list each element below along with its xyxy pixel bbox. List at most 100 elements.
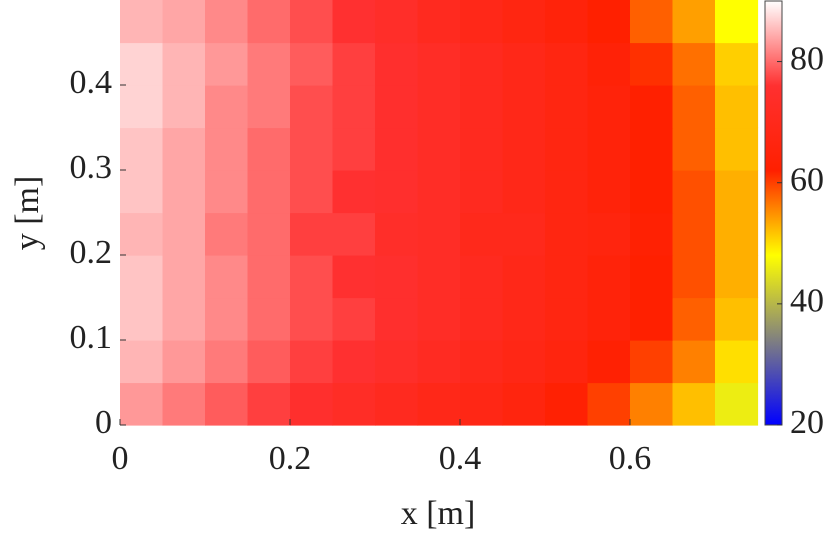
heatmap-cell — [630, 0, 674, 44]
heatmap-cell — [715, 212, 759, 256]
heatmap-cell — [502, 382, 546, 426]
heatmap-cell — [630, 42, 674, 86]
heatmap-cell — [417, 0, 461, 44]
heatmap-cell — [162, 382, 206, 426]
heatmap-cell — [630, 255, 674, 299]
heatmap-cell — [460, 0, 504, 44]
heatmap-cell — [120, 382, 164, 426]
heatmap-cell — [587, 42, 631, 86]
heatmap-cell — [672, 382, 716, 426]
heatmap-cell — [672, 297, 716, 341]
heatmap-cell — [332, 297, 376, 341]
heatmap-cell — [290, 340, 334, 384]
y-tick-label: 0.2 — [70, 234, 113, 271]
x-axis-label: x [m] — [401, 495, 476, 532]
heatmap-cell — [460, 212, 504, 256]
heatmap-cell — [205, 0, 249, 44]
heatmap-cell — [290, 212, 334, 256]
y-tick-label: 0.4 — [70, 64, 113, 101]
heatmap-cell — [375, 255, 419, 299]
heatmap-cell — [417, 382, 461, 426]
x-tick-label: 0.2 — [269, 440, 312, 477]
x-tick-label: 0.4 — [439, 440, 482, 477]
heatmap — [120, 0, 759, 426]
heatmap-cell — [375, 297, 419, 341]
heatmap-cell — [545, 85, 589, 129]
heatmap-cell — [715, 297, 759, 341]
heatmap-cell — [630, 340, 674, 384]
heatmap-cell — [502, 170, 546, 214]
heatmap-cell — [715, 340, 759, 384]
heatmap-cell — [587, 170, 631, 214]
heatmap-cell — [162, 340, 206, 384]
heatmap-cell — [715, 382, 759, 426]
colorbar-tick-label: 80 — [790, 40, 824, 77]
heatmap-cell — [290, 127, 334, 171]
heatmap-cell — [120, 255, 164, 299]
y-tick-label: 0 — [95, 404, 112, 441]
heatmap-cell — [545, 297, 589, 341]
heatmap-cell — [502, 212, 546, 256]
heatmap-cell — [205, 127, 249, 171]
heatmap-cell — [332, 382, 376, 426]
heatmap-cell — [205, 297, 249, 341]
heatmap-cell — [162, 42, 206, 86]
y-tick-label: 0.1 — [70, 319, 113, 356]
heatmap-cell — [672, 255, 716, 299]
heatmap-cell — [502, 127, 546, 171]
heatmap-cell — [247, 382, 291, 426]
heatmap-cell — [630, 297, 674, 341]
heatmap-cell — [502, 255, 546, 299]
heatmap-cell — [332, 85, 376, 129]
heatmap-cell — [630, 212, 674, 256]
heatmap-cell — [715, 85, 759, 129]
heatmap-cell — [587, 255, 631, 299]
heatmap-cell — [290, 255, 334, 299]
heatmap-cell — [715, 127, 759, 171]
heatmap-cell — [290, 297, 334, 341]
heatmap-cell — [715, 42, 759, 86]
x-tick-label: 0.6 — [609, 440, 652, 477]
heatmap-cell — [545, 382, 589, 426]
heatmap-cell — [120, 42, 164, 86]
heatmap-cell — [162, 127, 206, 171]
heatmap-cell — [162, 0, 206, 44]
heatmap-cell — [205, 255, 249, 299]
heatmap-cell — [247, 212, 291, 256]
heatmap-cell — [205, 340, 249, 384]
heatmap-cell — [417, 340, 461, 384]
heatmap-cell — [417, 212, 461, 256]
heatmap-cell — [290, 382, 334, 426]
heatmap-cell — [247, 297, 291, 341]
x-tick-label: 0 — [112, 440, 129, 477]
heatmap-cell — [460, 85, 504, 129]
heatmap-cell — [332, 340, 376, 384]
heatmap-cell — [630, 382, 674, 426]
heatmap-cell — [290, 170, 334, 214]
heatmap-cell — [545, 170, 589, 214]
heatmap-cell — [290, 85, 334, 129]
heatmap-cell — [205, 212, 249, 256]
heatmap-cell — [205, 382, 249, 426]
heatmap-cell — [545, 255, 589, 299]
heatmap-cell — [672, 85, 716, 129]
y-axis-label: y [m] — [9, 176, 46, 251]
heatmap-cell — [332, 170, 376, 214]
heatmap-cell — [545, 340, 589, 384]
colorbar-tick-label: 20 — [790, 404, 824, 441]
heatmap-cell — [502, 340, 546, 384]
heatmap-cell — [460, 255, 504, 299]
heatmap-cell — [545, 42, 589, 86]
heatmap-cell — [672, 170, 716, 214]
heatmap-cell — [247, 0, 291, 44]
y-tick-label: 0.3 — [70, 149, 113, 186]
heatmap-cell — [587, 297, 631, 341]
heatmap-cell — [460, 382, 504, 426]
heatmap-cell — [205, 85, 249, 129]
heatmap-cell — [460, 340, 504, 384]
heatmap-cell — [630, 127, 674, 171]
heatmap-cell — [120, 340, 164, 384]
heatmap-cell — [162, 255, 206, 299]
heatmap-cell — [375, 85, 419, 129]
